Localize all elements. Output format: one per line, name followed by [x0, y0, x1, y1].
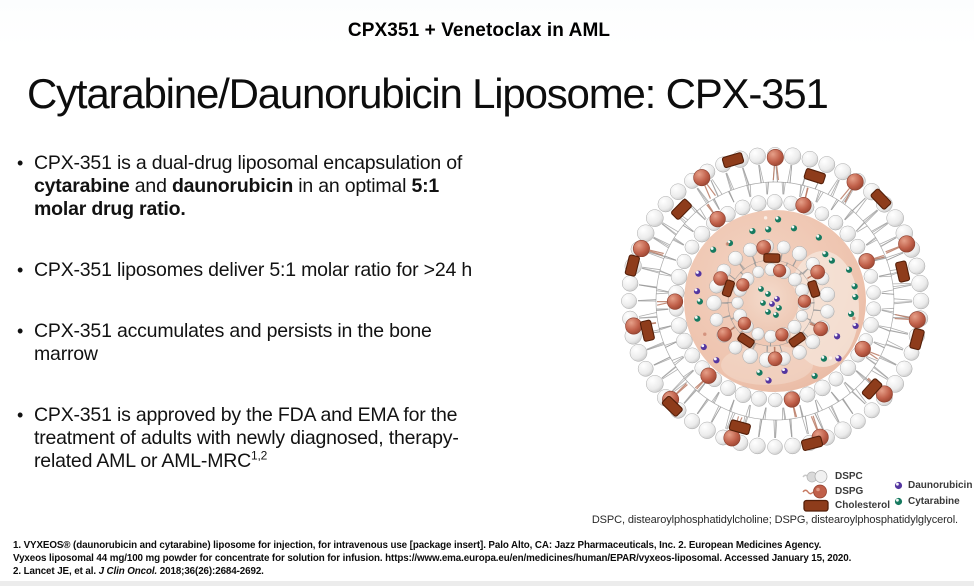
- bullet-list: • CPX-351 is a dual-drug liposomal encaps…: [17, 152, 622, 511]
- legend-column-drugs: Daunorubicin Cytarabine: [893, 469, 972, 513]
- bullet-text: CPX-351 liposomes deliver 5:1 molar rati…: [34, 259, 472, 281]
- legend-column-lipids: DSPC DSPG Cholesterol: [801, 469, 893, 513]
- dspc-icon: [802, 469, 828, 483]
- bottom-edge-strip: [0, 581, 974, 586]
- bullet-marker: •: [17, 260, 24, 280]
- bullet-item: • CPX-351 is a dual-drug liposomal encaps…: [17, 152, 622, 221]
- legend-label: DSPG: [835, 485, 864, 497]
- abbreviation-note: DSPC, distearoylphosphatidylcholine; DSP…: [591, 514, 958, 526]
- bullet-item: • CPX-351 is approved by the FDA and EMA …: [17, 404, 622, 473]
- bullet-item: • CPX-351 liposomes deliver 5:1 molar rat…: [17, 259, 622, 282]
- bullet-text: CPX-351 is approved by the FDA and EMA f…: [34, 404, 459, 472]
- reference-line-1: 1. VYXEOS® (daunorubicin and cytarabine)…: [13, 540, 822, 551]
- daunorubicin-icon: [894, 481, 903, 489]
- dspg-icon: [802, 484, 827, 498]
- bullet-marker: •: [17, 153, 24, 173]
- cytarabine-icon: [894, 497, 903, 505]
- legend-row-cytarabine: Cytarabine: [893, 493, 972, 509]
- reference-line-2: Vyxeos liposomal 44 mg/100 mg powder for…: [13, 553, 852, 564]
- page-title: Cytarabine/Daunorubicin Liposome: CPX-35…: [27, 70, 829, 117]
- legend-label: DSPC: [835, 470, 863, 482]
- legend-label: Daunorubicin: [908, 479, 973, 491]
- reference-line-3: 2. Lancet JE, et al. J Clin Oncol. 2018;…: [13, 566, 264, 577]
- legend-row-dspc: DSPC: [801, 469, 893, 484]
- bullet-text: CPX-351 is a dual-drug liposomal encapsu…: [34, 152, 463, 220]
- bullet-marker: •: [17, 405, 24, 425]
- deck-title: CPX351 + Venetoclax in AML: [347, 20, 611, 41]
- legend-label: Cytarabine: [908, 495, 960, 507]
- bullet-marker: •: [17, 321, 24, 341]
- figure-legend: DSPC DSPG Cholesterol: [801, 469, 972, 513]
- bullet-text: CPX-351 accumulates and persists in the …: [34, 320, 432, 365]
- liposome-diagram: [621, 147, 930, 455]
- legend-row-dspg: DSPG: [801, 484, 893, 499]
- bullet-item: • CPX-351 accumulates and persists in the…: [17, 320, 622, 366]
- legend-label: Cholesterol: [835, 500, 891, 512]
- legend-row-cholesterol: Cholesterol: [801, 498, 893, 513]
- legend-row-daunorubicin: Daunorubicin: [893, 477, 972, 493]
- references: 1. VYXEOS® (daunorubicin and cytarabine)…: [13, 539, 963, 578]
- cholesterol-icon: [803, 500, 829, 512]
